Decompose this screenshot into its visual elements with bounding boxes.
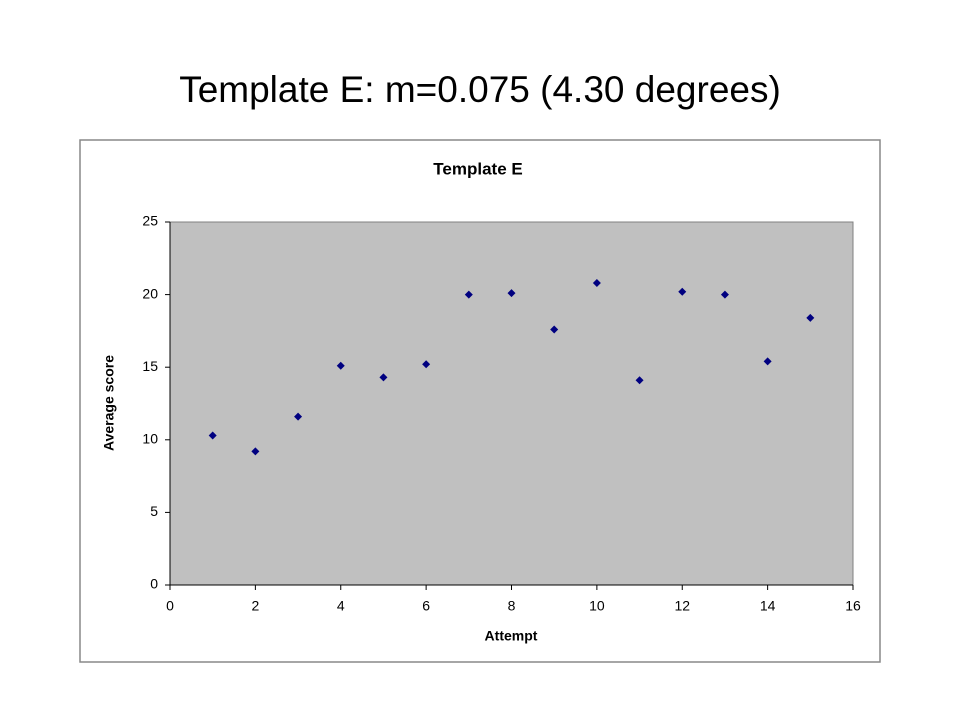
y-tick-label: 5 <box>150 503 158 519</box>
data-point <box>678 287 687 296</box>
chart-title: Template E <box>433 159 522 178</box>
y-tick-label: 25 <box>142 213 158 229</box>
x-tick-label: 2 <box>251 598 259 614</box>
x-tick-label: 0 <box>166 598 174 614</box>
data-point <box>763 357 772 366</box>
y-tick-label: 0 <box>150 576 158 592</box>
x-tick-label: 16 <box>845 598 861 614</box>
data-point <box>806 313 815 322</box>
data-point <box>294 412 303 421</box>
x-tick-label: 8 <box>508 598 516 614</box>
y-tick-label: 15 <box>142 358 158 374</box>
plot-area <box>169 221 854 586</box>
x-tick-label: 6 <box>422 598 430 614</box>
x-tick-label: 4 <box>337 598 345 614</box>
y-tick-label: 10 <box>142 431 158 447</box>
data-point <box>592 278 601 287</box>
x-tick-label: 12 <box>674 598 690 614</box>
data-point <box>464 290 473 299</box>
data-point <box>336 361 345 370</box>
data-point <box>635 376 644 385</box>
data-point <box>379 373 388 382</box>
data-point <box>251 447 260 456</box>
slide-title: Template E: m=0.075 (4.30 degrees) <box>179 69 781 110</box>
y-tick-label: 20 <box>142 285 158 301</box>
y-axis-label: Average score <box>101 355 117 451</box>
data-point <box>422 360 431 369</box>
data-point <box>550 325 559 334</box>
x-tick-label: 14 <box>760 598 776 614</box>
x-tick-label: 10 <box>589 598 605 614</box>
data-point <box>507 289 516 298</box>
data-point <box>208 431 217 440</box>
x-axis-label: Attempt <box>485 628 538 644</box>
data-point <box>720 290 729 299</box>
